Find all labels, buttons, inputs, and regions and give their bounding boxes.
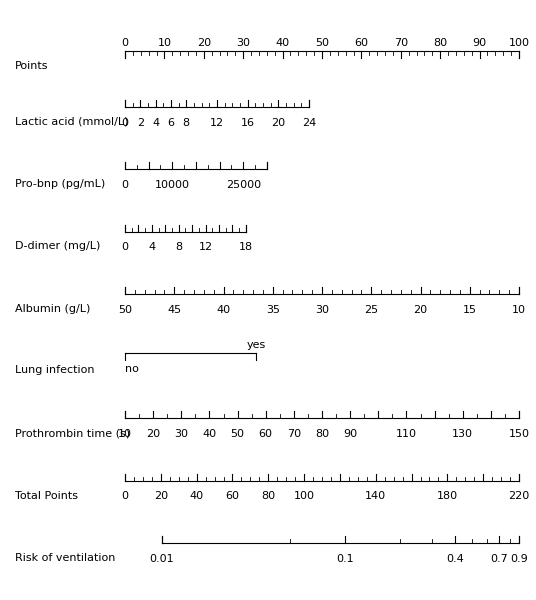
Text: 18: 18 — [239, 242, 253, 252]
Text: 0: 0 — [122, 491, 129, 502]
Text: 30: 30 — [315, 305, 329, 314]
Text: 90: 90 — [473, 38, 487, 48]
Text: 20: 20 — [197, 38, 211, 48]
Text: 20: 20 — [154, 491, 168, 502]
Text: 40: 40 — [190, 491, 204, 502]
Text: 0: 0 — [122, 118, 129, 128]
Text: Risk of ventilation: Risk of ventilation — [14, 553, 115, 563]
Text: 140: 140 — [365, 491, 386, 502]
Text: 12: 12 — [198, 242, 213, 252]
Text: 130: 130 — [452, 429, 473, 439]
Text: 100: 100 — [509, 38, 530, 48]
Text: 15: 15 — [463, 305, 477, 314]
Text: Lung infection: Lung infection — [14, 365, 94, 375]
Text: 0: 0 — [122, 180, 129, 190]
Text: 60: 60 — [354, 38, 368, 48]
Text: 90: 90 — [343, 429, 357, 439]
Text: 0.9: 0.9 — [510, 554, 528, 564]
Text: 0.7: 0.7 — [490, 554, 508, 564]
Text: 4: 4 — [152, 118, 159, 128]
Text: 2: 2 — [137, 118, 144, 128]
Text: 100: 100 — [294, 491, 315, 502]
Text: 8: 8 — [175, 242, 182, 252]
Text: 6: 6 — [167, 118, 174, 128]
Text: 60: 60 — [226, 491, 240, 502]
Text: 4: 4 — [148, 242, 155, 252]
Text: 60: 60 — [259, 429, 273, 439]
Text: 50: 50 — [315, 38, 329, 48]
Text: 10: 10 — [512, 305, 526, 314]
Text: 0: 0 — [122, 242, 129, 252]
Text: 0.01: 0.01 — [150, 554, 174, 564]
Text: 16: 16 — [241, 118, 255, 128]
Text: 150: 150 — [509, 429, 530, 439]
Text: Prothrombin time (s): Prothrombin time (s) — [14, 428, 130, 438]
Text: 80: 80 — [261, 491, 276, 502]
Text: yes: yes — [247, 340, 266, 350]
Text: 45: 45 — [167, 305, 181, 314]
Text: 80: 80 — [315, 429, 329, 439]
Text: 20: 20 — [413, 305, 428, 314]
Text: 50: 50 — [230, 429, 244, 439]
Text: 110: 110 — [396, 429, 417, 439]
Text: 180: 180 — [437, 491, 458, 502]
Text: 0: 0 — [122, 38, 129, 48]
Text: D-dimer (mg/L): D-dimer (mg/L) — [14, 241, 100, 251]
Text: 10000: 10000 — [155, 180, 190, 190]
Text: 35: 35 — [266, 305, 280, 314]
Text: 20: 20 — [271, 118, 285, 128]
Text: Lactic acid (mmol/L): Lactic acid (mmol/L) — [14, 117, 128, 127]
Text: 40: 40 — [217, 305, 230, 314]
Text: 20: 20 — [146, 429, 160, 439]
Text: 70: 70 — [287, 429, 301, 439]
Text: 25000: 25000 — [226, 180, 260, 190]
Text: Total Points: Total Points — [14, 491, 78, 500]
Text: 30: 30 — [236, 38, 250, 48]
Text: 25: 25 — [364, 305, 378, 314]
Text: 40: 40 — [203, 429, 217, 439]
Text: 220: 220 — [508, 491, 530, 502]
Text: Pro-bnp (pg/mL): Pro-bnp (pg/mL) — [14, 179, 105, 189]
Text: 80: 80 — [433, 38, 447, 48]
Text: 40: 40 — [276, 38, 289, 48]
Text: 50: 50 — [118, 305, 132, 314]
Text: 10: 10 — [118, 429, 132, 439]
Text: 0.1: 0.1 — [336, 554, 353, 564]
Text: 24: 24 — [302, 118, 316, 128]
Text: 12: 12 — [210, 118, 224, 128]
Text: 0.4: 0.4 — [446, 554, 464, 564]
Text: Points: Points — [14, 61, 48, 71]
Text: 10: 10 — [158, 38, 172, 48]
Text: 30: 30 — [174, 429, 188, 439]
Text: 70: 70 — [394, 38, 408, 48]
Text: Albumin (g/L): Albumin (g/L) — [14, 304, 90, 314]
Text: 8: 8 — [183, 118, 190, 128]
Text: no: no — [125, 364, 139, 374]
